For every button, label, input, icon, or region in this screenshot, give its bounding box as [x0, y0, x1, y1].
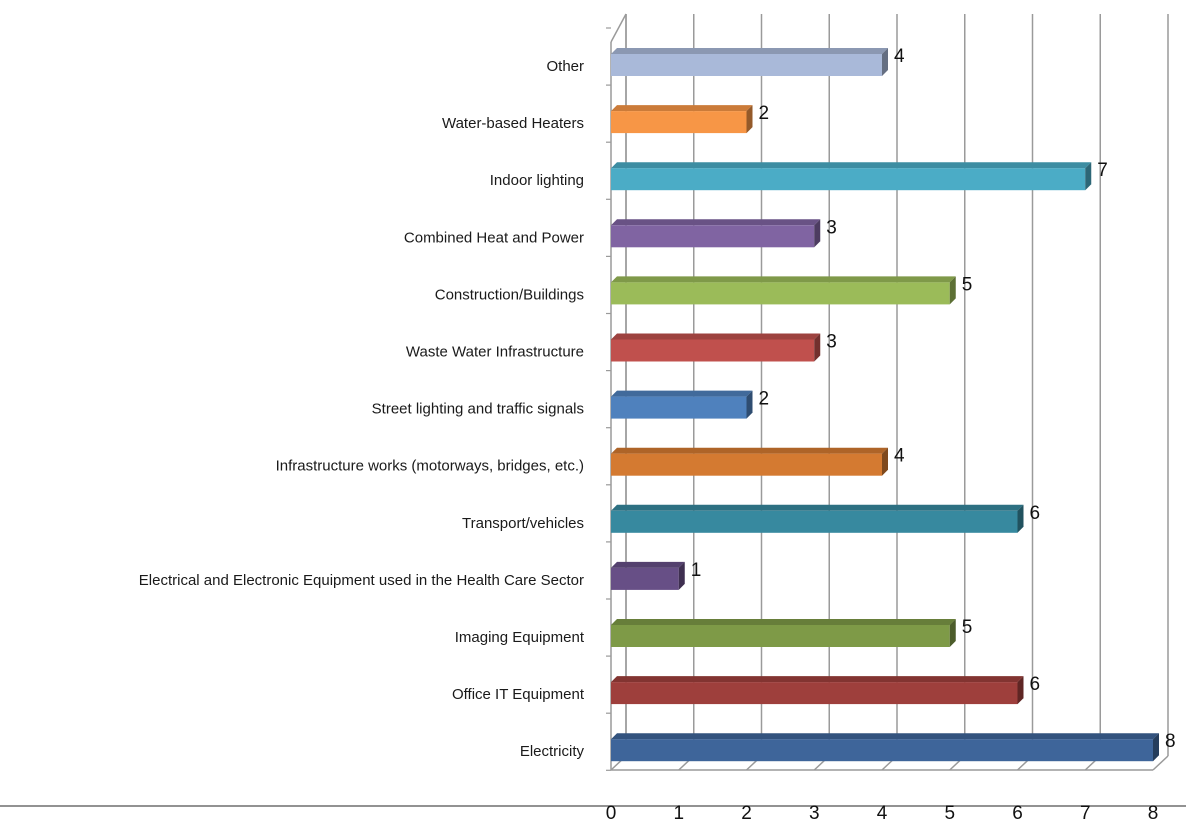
bar-front-face [611, 567, 679, 590]
bar-end-face [949, 276, 956, 305]
category-label: Other [546, 58, 584, 75]
category-label: Indoor lighting [490, 172, 584, 189]
bar-end-face [814, 333, 821, 362]
bar-2 [611, 162, 1092, 191]
bar-10 [611, 619, 956, 647]
bar-top-face [611, 105, 753, 112]
category-label: Imaging Equipment [455, 629, 585, 646]
bar-end-face [882, 48, 888, 76]
category-label: Infrastructure works (motorways, bridges… [276, 458, 584, 475]
x-tick-label: 6 [1012, 803, 1023, 821]
bar-top-face [611, 447, 888, 454]
bar-front-face [611, 225, 815, 248]
bars [611, 48, 1159, 762]
data-label: 8 [1165, 731, 1176, 752]
bar-top-face [611, 333, 821, 340]
bar-8 [611, 504, 1024, 533]
bar-top-face [611, 48, 888, 54]
data-label: 1 [691, 560, 702, 581]
data-label: 4 [894, 446, 905, 467]
category-label: Water-based Heaters [442, 115, 584, 132]
side-wall-top [610, 13, 627, 43]
bar-end-face [882, 447, 888, 476]
bar-end-face [1017, 504, 1024, 533]
floor-line-8 [1152, 755, 1169, 771]
bar-top-face [611, 733, 1159, 740]
data-labels: 4 2 7 3 5 3 2 4 6 1 5 6 8 [691, 46, 1176, 752]
x-tick-label: 0 [606, 803, 617, 821]
bar-front-face [611, 739, 1153, 762]
bar-top-face [611, 676, 1024, 683]
data-label: 2 [759, 103, 770, 124]
data-label: 5 [962, 274, 973, 295]
bar-12 [611, 733, 1159, 762]
bar-1 [611, 105, 753, 134]
bar-6 [611, 390, 753, 419]
x-tick-label: 8 [1148, 803, 1159, 821]
x-tick-label: 4 [877, 803, 888, 821]
category-labels: Other Water-based Heaters Indoor lighting C… [139, 58, 585, 760]
x-tick-label: 1 [673, 803, 684, 821]
bar-3 [611, 219, 821, 248]
category-label: Electrical and Electronic Equipment used… [139, 572, 584, 589]
bar-end-face [1017, 676, 1024, 705]
category-label: Electricity [520, 743, 585, 760]
bar-7 [611, 447, 888, 476]
bar-end-face [814, 219, 821, 248]
x-tick-label: 5 [944, 803, 955, 821]
bar-front-face [611, 54, 882, 76]
gridlines [0, 13, 1186, 807]
bar-front-face [611, 682, 1018, 705]
category-label: Street lighting and traffic signals [372, 401, 584, 418]
bar-9 [611, 561, 685, 590]
bar-front-face [611, 339, 815, 362]
bar-end-face [1153, 733, 1159, 762]
bar-top-face [611, 619, 956, 625]
bar-front-face [611, 625, 950, 647]
data-label: 6 [1030, 503, 1041, 524]
bar-top-face [611, 504, 1024, 511]
data-label: 2 [759, 389, 770, 410]
data-label: 3 [826, 332, 837, 353]
bar-end-face [678, 561, 685, 590]
bar-top-face [611, 390, 753, 397]
bar-end-face [949, 619, 956, 647]
bar-front-face [611, 396, 747, 419]
category-label: Waste Water Infrastructure [406, 344, 584, 361]
bar-front-face [611, 111, 747, 134]
bar-front-face [611, 282, 950, 305]
x-axis-ticks: 0 1 2 3 4 5 6 7 8 [606, 803, 1159, 821]
bar-front-face [611, 168, 1086, 191]
x-tick-label: 2 [741, 803, 752, 821]
data-label: 6 [1030, 674, 1041, 695]
bar-11 [611, 676, 1024, 705]
category-label: Combined Heat and Power [404, 229, 584, 246]
x-tick-label: 7 [1080, 803, 1091, 821]
bar-top-face [611, 276, 956, 283]
bar-end-face [746, 390, 753, 419]
bar-top-face [611, 162, 1092, 169]
bar-top-face [611, 561, 685, 568]
bar-top-face [611, 219, 821, 226]
bar-5 [611, 333, 821, 362]
bar-end-face [1085, 162, 1092, 191]
data-label: 3 [826, 217, 837, 238]
category-label: Transport/vehicles [462, 515, 584, 532]
bar-0 [611, 48, 888, 76]
bar-front-face [611, 510, 1018, 533]
bar-end-face [746, 105, 753, 134]
category-label: Office IT Equipment [452, 686, 585, 703]
x-tick-label: 3 [809, 803, 820, 821]
data-label: 7 [1097, 160, 1108, 181]
data-label: 4 [894, 46, 905, 67]
bar-4 [611, 276, 956, 305]
bar-front-face [611, 453, 882, 476]
data-label: 5 [962, 617, 973, 638]
category-label: Construction/Buildings [435, 286, 584, 303]
